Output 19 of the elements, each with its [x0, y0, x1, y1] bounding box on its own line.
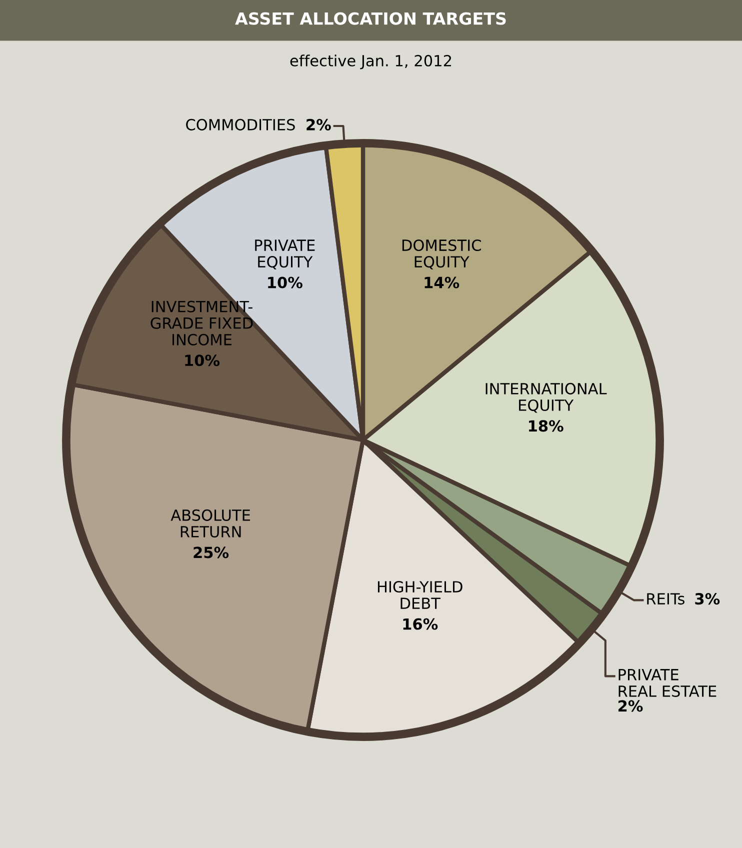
data-label: 10% [185, 354, 220, 366]
data-label: 10% [268, 276, 302, 288]
data-label: 2% [306, 118, 331, 130]
chart-title: ASSET ALLOCATION TARGETS [235, 12, 506, 25]
data-label: 25% [194, 546, 229, 558]
slice-label: DOMESTIC EQUITY [402, 239, 481, 270]
data-label: 18% [529, 420, 564, 432]
data-label: 2% [618, 700, 643, 712]
slice-label: HIGH-YIELD DEBT [378, 581, 462, 609]
data-label: 14% [424, 276, 460, 288]
slice-label: ABSOLUTE RETURN [170, 509, 250, 538]
slice-label: PRIVATE REAL ESTATE [618, 669, 716, 697]
slice-label: COMMODITIES [186, 118, 295, 130]
data-label: 3% [695, 593, 720, 605]
data-label: 16% [403, 618, 438, 630]
slice-label: INTERNATIONAL EQUITY [486, 382, 607, 413]
chart-subtitle: effective Jan. 1, 2012 [290, 54, 451, 70]
slice-label: PRIVATE EQUITY [255, 240, 315, 270]
slice-label: REITs [647, 593, 684, 605]
